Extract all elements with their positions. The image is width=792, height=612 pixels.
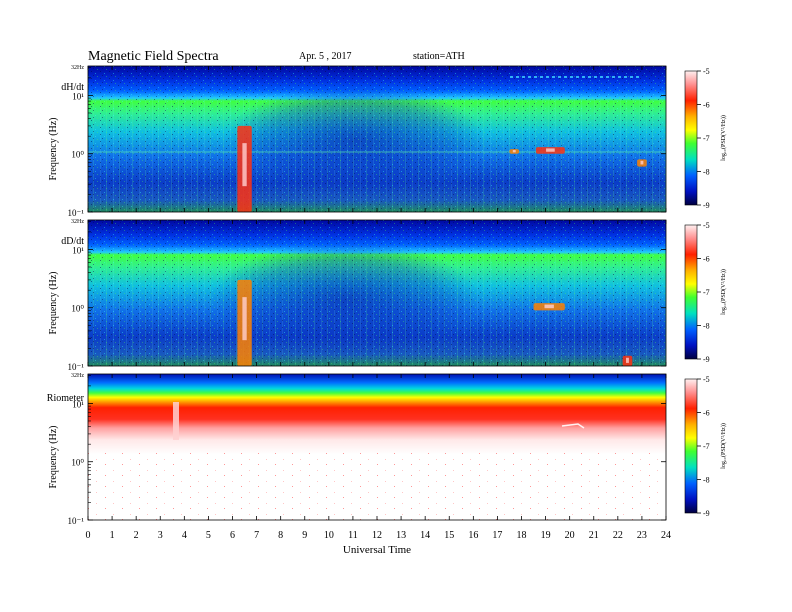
x-tick-label: 17 (492, 530, 502, 541)
y-axis-label: Frequency (Hz) (48, 117, 59, 180)
x-tick-label: 13 (396, 530, 406, 541)
station-label: station=ATH (413, 51, 465, 62)
spectral-feature-core (626, 357, 629, 363)
y-tick-label: 10⁰ (71, 458, 84, 468)
y-tick-label: 10¹ (72, 399, 84, 409)
panel-dh-dt (87, 65, 667, 213)
x-tick-label: 4 (182, 530, 187, 541)
y-tick-label: 10¹ (72, 91, 84, 101)
spectral-feature-core (640, 160, 644, 165)
x-tick-label: 5 (206, 530, 211, 541)
x-tick-label: 0 (86, 530, 91, 541)
x-axis-label: Universal Time (343, 544, 411, 556)
y-tick-label: 10⁻¹ (68, 208, 85, 218)
x-tick-label: 22 (613, 530, 623, 541)
spectral-feature-core (544, 304, 554, 309)
y-top-label: 32Hz (71, 65, 84, 71)
y-top-label: 32Hz (71, 219, 84, 225)
y-tick-label: 10¹ (72, 245, 84, 255)
colorbar-tick-label: -5 (703, 221, 710, 230)
x-tick-label: 3 (158, 530, 163, 541)
x-tick-label: 8 (278, 530, 283, 541)
spectral-feature-core (242, 297, 247, 341)
x-tick-label: 9 (302, 530, 307, 541)
colorbar-tick-label: -7 (703, 288, 710, 297)
y-tick-label: 10⁻¹ (68, 362, 85, 372)
panel-label: dH/dt (61, 82, 84, 93)
x-tick-label: 21 (589, 530, 599, 541)
colorbar-label: log₁₀(PSD(V²/Hz)) (720, 115, 727, 161)
x-tick-label: 20 (565, 530, 575, 541)
colorbar-2: -5 -6 -7 -8 -9 log₁₀(PSD(V²/Hz)) (684, 221, 727, 364)
colorbar-gradient (684, 224, 698, 360)
colorbar-tick-label: -5 (703, 67, 710, 76)
colorbar-tick-label: -8 (703, 476, 710, 485)
y-tick-label: 10⁻¹ (68, 516, 85, 526)
colorbar-tick-label: -8 (703, 322, 710, 331)
colorbar-tick-label: -6 (703, 409, 710, 418)
panel-riometer (87, 373, 667, 521)
colorbar-gradient (684, 378, 698, 514)
panel-dd-dt (87, 219, 667, 367)
x-tick-label: 15 (444, 530, 454, 541)
colorbar-tick-label: -5 (703, 375, 710, 384)
x-tick-label: 11 (348, 530, 358, 541)
figure-title: Magnetic Field Spectra (88, 49, 219, 64)
date-label: Apr. 5 , 2017 (299, 51, 352, 62)
spectral-feature-core (546, 148, 555, 152)
y-axis-label: Frequency (Hz) (48, 425, 59, 488)
panel-label: dD/dt (61, 236, 84, 247)
x-tick-label: 18 (517, 530, 527, 541)
colorbar-3: -5 -6 -7 -8 -9 log₁₀(PSD(V²/Hz)) (684, 375, 727, 518)
colorbar-gradient (684, 70, 698, 206)
colorbar-tick-label: -6 (703, 101, 710, 110)
x-tick-label: 24 (661, 530, 671, 541)
colorbar-tick-label: -9 (703, 201, 710, 210)
colorbar-label: log₁₀(PSD(V²/Hz)) (720, 423, 727, 469)
spectral-feature-core (242, 143, 247, 187)
spectral-feature-core (512, 150, 516, 153)
colorbar-tick-label: -6 (703, 255, 710, 264)
y-axis-label: Frequency (Hz) (48, 271, 59, 334)
x-tick-label: 2 (134, 530, 139, 541)
colorbar-1: -5 -6 -7 -8 -9 log₁₀(PSD(V²/Hz)) (684, 67, 727, 210)
x-tick-label: 7 (254, 530, 259, 541)
y-tick-label: 10⁰ (71, 150, 84, 160)
x-tick-label: 12 (372, 530, 382, 541)
y-top-label: 32Hz (71, 373, 84, 379)
riometer-spike (173, 402, 179, 440)
x-tick-label: 10 (324, 530, 334, 541)
x-tick-label: 14 (420, 530, 430, 541)
x-tick-label: 23 (637, 530, 647, 541)
panel-label: Riometer (47, 393, 85, 404)
x-tick-label: 6 (230, 530, 235, 541)
colorbar-tick-label: -8 (703, 168, 710, 177)
colorbar-tick-label: -9 (703, 509, 710, 518)
colorbar-tick-label: -7 (703, 442, 710, 451)
y-tick-label: 10⁰ (71, 304, 84, 314)
colorbar-tick-label: -9 (703, 355, 710, 364)
x-tick-label: 19 (541, 530, 551, 541)
colorbar-label: log₁₀(PSD(V²/Hz)) (720, 269, 727, 315)
x-tick-label: 16 (468, 530, 478, 541)
x-tick-label: 1 (110, 530, 115, 541)
panel-3-axes: Riometer 32Hz Frequency (Hz) 10¹ 10⁰ 10⁻¹ -5 -6… (47, 373, 727, 526)
colorbar-tick-label: -7 (703, 134, 710, 143)
